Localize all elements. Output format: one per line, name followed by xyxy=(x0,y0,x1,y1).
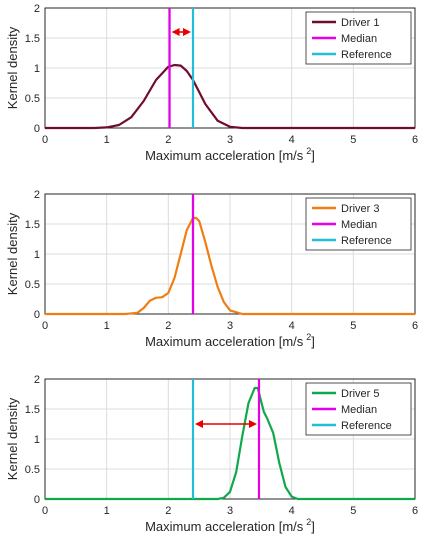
x-tick-label: 2 xyxy=(165,320,171,332)
y-tick-label: 1.5 xyxy=(25,404,40,416)
x-axis-label: Maximum acceleration [m/s 2] xyxy=(145,332,315,349)
x-tick-label: 4 xyxy=(289,134,295,146)
y-tick-label: 0.5 xyxy=(25,464,40,476)
plot-frame xyxy=(44,193,416,315)
legend-label: Reference xyxy=(341,235,392,247)
x-tick-label: 6 xyxy=(412,320,418,332)
x-tick-label: 0 xyxy=(42,505,48,517)
legend-label: Median xyxy=(341,33,377,45)
legend-label: Driver 5 xyxy=(341,388,380,400)
x-tick-label: 0 xyxy=(42,134,48,146)
x-tick-label: 1 xyxy=(104,134,110,146)
legend-label: Median xyxy=(341,219,377,231)
y-tick-label: 0 xyxy=(34,494,40,506)
x-tick-label: 0 xyxy=(42,320,48,332)
arrow-head-left xyxy=(195,420,203,428)
y-tick-label: 1 xyxy=(34,434,40,446)
y-tick-label: 0.5 xyxy=(25,279,40,291)
y-tick-label: 1.5 xyxy=(25,33,40,45)
x-tick-label: 2 xyxy=(165,505,171,517)
x-tick-label: 4 xyxy=(289,505,295,517)
y-axis-label: Kernel density xyxy=(5,212,20,295)
x-tick-label: 3 xyxy=(227,134,233,146)
x-tick-label: 6 xyxy=(412,134,418,146)
x-tick-label: 5 xyxy=(350,320,356,332)
x-tick-label: 6 xyxy=(412,505,418,517)
arrow-head-right xyxy=(183,28,191,36)
y-tick-label: 1 xyxy=(34,63,40,75)
plot-frame xyxy=(44,378,416,500)
arrow-head-right xyxy=(248,420,257,428)
x-axis-label: Maximum acceleration [m/s 2] xyxy=(145,517,315,534)
legend-label: Median xyxy=(341,404,377,416)
legend-label: Driver 3 xyxy=(341,203,380,215)
x-tick-label: 2 xyxy=(165,134,171,146)
y-tick-label: 1 xyxy=(34,249,40,261)
series-line-driver-1 xyxy=(45,63,415,130)
y-tick-label: 2 xyxy=(34,3,40,15)
legend-label: Reference xyxy=(341,420,392,432)
x-tick-label: 1 xyxy=(104,320,110,332)
y-tick-label: 1.5 xyxy=(25,219,40,231)
x-tick-label: 5 xyxy=(350,505,356,517)
y-axis-label: Kernel density xyxy=(5,26,20,109)
y-tick-label: 0.5 xyxy=(25,93,40,105)
y-tick-label: 2 xyxy=(34,189,40,201)
x-tick-label: 3 xyxy=(227,505,233,517)
x-tick-label: 5 xyxy=(350,134,356,146)
y-axis-label: Kernel density xyxy=(5,397,20,480)
y-tick-label: 0 xyxy=(34,309,40,321)
legend-label: Reference xyxy=(341,49,392,61)
plot-frame xyxy=(44,7,416,129)
x-axis-label: Maximum acceleration [m/s 2] xyxy=(145,146,315,163)
x-tick-label: 4 xyxy=(289,320,295,332)
legend-label: Driver 1 xyxy=(341,17,380,29)
series-line-driver-3 xyxy=(45,216,415,316)
legend-box xyxy=(305,197,412,251)
x-tick-label: 3 xyxy=(227,320,233,332)
y-tick-label: 2 xyxy=(34,374,40,386)
x-tick-label: 1 xyxy=(104,505,110,517)
arrow-head-left xyxy=(171,28,180,36)
y-tick-label: 0 xyxy=(34,123,40,135)
